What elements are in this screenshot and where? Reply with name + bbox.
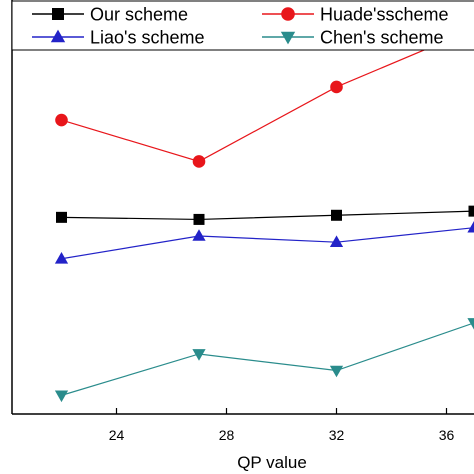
data-point: [467, 220, 474, 233]
series-our-scheme: [56, 205, 474, 225]
series-chen-s-scheme: [54, 318, 474, 403]
legend-label: Huade'sscheme: [320, 5, 449, 25]
legend-label: Our scheme: [90, 5, 188, 25]
legend-item: Huade'sscheme: [262, 5, 449, 25]
data-point: [329, 365, 344, 378]
data-point: [468, 205, 474, 217]
legend-label: Chen's scheme: [320, 28, 444, 48]
series-layer: [54, 22, 474, 403]
legend-item: Liao's scheme: [32, 28, 205, 48]
x-tick-label: 36: [439, 427, 455, 443]
legend-marker: [50, 29, 66, 43]
data-point: [54, 390, 69, 403]
legend-item: Our scheme: [32, 5, 188, 25]
data-point: [193, 213, 205, 225]
legend-item: Chen's scheme: [262, 28, 444, 48]
data-point: [331, 209, 342, 221]
data-point: [192, 349, 206, 361]
series-line: [61, 227, 474, 260]
series-liao-s-scheme: [54, 220, 474, 264]
data-point: [56, 211, 67, 223]
x-axis-ticks: 24 28 32 36: [109, 408, 455, 443]
x-tick-label: 32: [329, 427, 345, 443]
data-point: [329, 235, 344, 248]
x-tick-label: 24: [109, 427, 125, 443]
data-point: [54, 251, 69, 264]
legend-marker: [280, 31, 296, 45]
data-point: [55, 113, 68, 127]
x-tick-label: 28: [219, 427, 235, 443]
legend-box: [11, 0, 474, 51]
series-line: [61, 322, 474, 396]
data-point: [330, 80, 343, 94]
legend: Our scheme Huade'sscheme Liao's scheme Chen…: [11, 0, 474, 51]
data-point: [192, 229, 206, 241]
series-line: [61, 28, 474, 163]
legend-marker: [52, 8, 64, 20]
data-point: [467, 318, 474, 330]
legend-label: Liao's scheme: [90, 28, 205, 48]
series-line: [61, 210, 474, 221]
x-axis-title: QP value: [237, 453, 307, 472]
legend-marker: [281, 7, 295, 21]
plot-area: 24 28 32 36: [11, 0, 474, 443]
data-point: [192, 155, 206, 168]
